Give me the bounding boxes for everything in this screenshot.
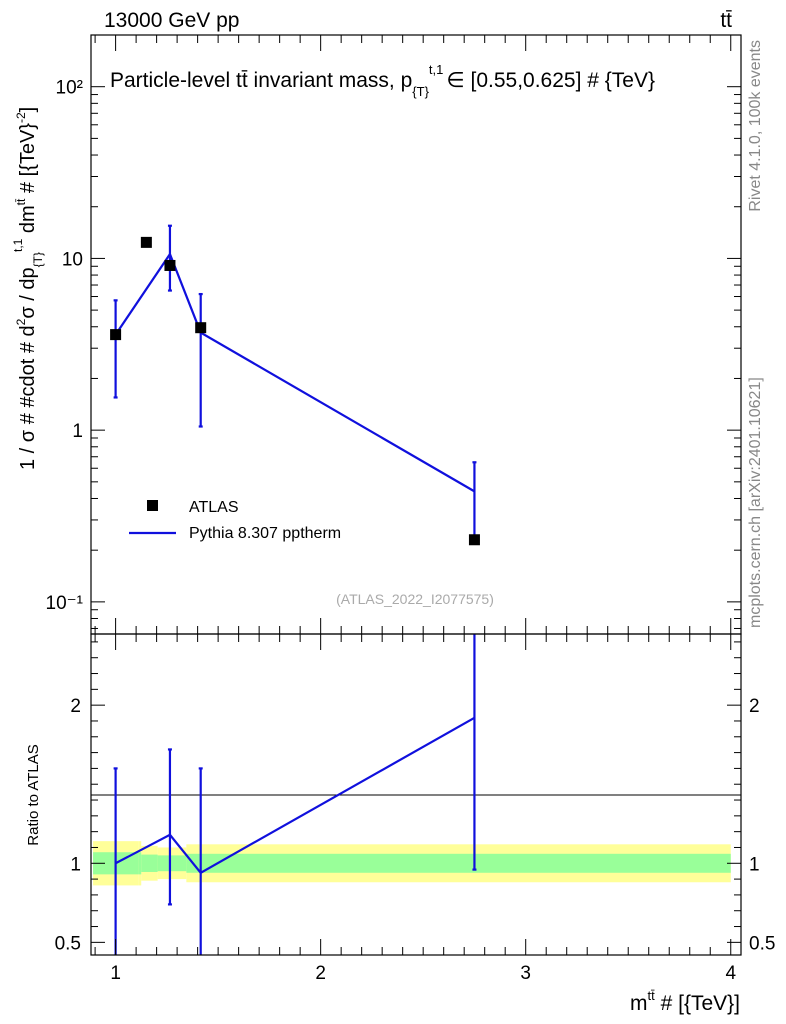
main-y-axis-label: 1 / σ # #cdot # d2σ / dp{T}t,1 dmtt̄ # [… xyxy=(11,107,45,470)
ratio-y-tick-label-right: 1 xyxy=(749,854,760,875)
ratio-panel: 0.5 0.5 1 1 2 2 1 2 3 4 Ratio to ATLAS mtt̄ # [{… xyxy=(25,633,775,1015)
main-panel: 10⁻¹ 1 10 10² (ATLAS_2022_I2077575) Particl… xyxy=(11,34,742,635)
rivet-label: Rivet 4.1.0, 100k events xyxy=(747,40,764,212)
process-label: tt̄ xyxy=(720,9,732,32)
ratio-inner-band xyxy=(141,854,158,872)
main-y-tick-label: 1 xyxy=(72,421,83,442)
ratio-y-tick-label-right: 2 xyxy=(749,696,760,717)
legend-atlas-label: ATLAS xyxy=(189,499,239,516)
ratio-uncertainty-bands xyxy=(93,841,731,886)
atlas-marker xyxy=(164,259,176,271)
ratio-inner-band xyxy=(157,855,187,872)
legend: ATLAS Pythia 8.307 pptherm xyxy=(129,499,341,542)
ratio-y-tick-label: 1 xyxy=(70,854,81,875)
ratio-y-tick-label: 0.5 xyxy=(55,933,81,954)
x-tick-label: 4 xyxy=(725,963,736,984)
chart-title: Particle-level tt̄ invariant mass, p{T}t… xyxy=(110,62,655,99)
atlas-marker xyxy=(140,236,152,248)
x-axis-label: mtt̄ # [{TeV}] xyxy=(630,988,740,1015)
ratio-y-tick-label: 2 xyxy=(70,696,81,717)
ratio-data-layer xyxy=(113,634,477,955)
analysis-watermark: (ATLAS_2022_I2077575) xyxy=(336,591,494,607)
x-tick-label: 3 xyxy=(520,963,531,984)
main-frame xyxy=(90,34,742,635)
mcplots-label: mcplots.cern.ch [arXiv:2401.10621] xyxy=(747,377,764,628)
legend-pythia-label: Pythia 8.307 pptherm xyxy=(189,525,341,542)
ratio-y-axis-label: Ratio to ATLAS xyxy=(25,744,42,845)
energy-label: 13000 GeV pp xyxy=(104,9,239,32)
ratio-y-tick-label-right: 0.5 xyxy=(749,933,775,954)
main-x-ticks xyxy=(94,35,732,634)
atlas-marker xyxy=(195,322,207,334)
main-y-tick-label: 10² xyxy=(56,78,83,99)
atlas-marker xyxy=(468,534,480,546)
pythia-line xyxy=(114,251,475,493)
ratio-y-axis: 0.5 0.5 1 1 2 2 xyxy=(55,641,775,954)
main-y-tick-label: 10 xyxy=(62,249,83,270)
x-tick-label: 2 xyxy=(315,963,326,984)
main-y-axis: 10⁻¹ 1 10 10² xyxy=(46,34,741,629)
legend-atlas-marker xyxy=(147,500,158,511)
atlas-marker xyxy=(110,329,122,341)
main-data-layer xyxy=(110,224,480,546)
ratio-inner-band xyxy=(138,852,142,875)
main-y-tick-label: 10⁻¹ xyxy=(46,593,84,614)
ratio-inner-band xyxy=(200,853,731,873)
ratio-line xyxy=(115,716,475,875)
ratio-x-axis: 1 2 3 4 xyxy=(94,634,736,984)
x-tick-label: 1 xyxy=(110,963,121,984)
ratio-frame xyxy=(90,633,742,956)
